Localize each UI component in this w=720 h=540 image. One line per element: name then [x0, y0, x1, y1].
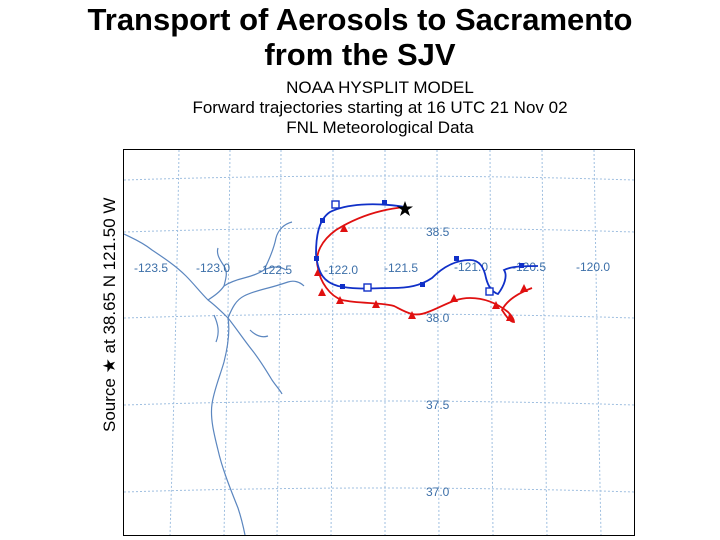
blue-trajectory — [314, 200, 539, 296]
meridian-line — [169, 150, 180, 535]
parallel-line — [124, 400, 634, 406]
latitude-label: 38.5 — [426, 225, 450, 239]
slide-title-line-2: from the SJV — [264, 37, 456, 72]
latitude-label: 37.0 — [426, 485, 450, 499]
model-header: NOAA HYSPLIT MODEL Forward trajectories … — [160, 78, 600, 138]
triangle-marker — [450, 294, 458, 302]
red-trajectory — [314, 206, 533, 323]
triangle-marker — [520, 284, 528, 292]
meridian-line — [489, 150, 494, 535]
square-marker — [519, 263, 524, 268]
meridian-line — [593, 150, 602, 535]
square-marker — [331, 200, 340, 209]
source-star-icon — [397, 201, 413, 216]
meridian-line — [436, 150, 440, 535]
meridian-line — [276, 150, 282, 535]
coastline — [124, 221, 305, 535]
square-marker — [454, 256, 459, 261]
longitude-label: -120.0 — [576, 260, 610, 274]
triangle-marker — [408, 311, 416, 319]
longitude-label: -122.5 — [258, 263, 292, 277]
slide-title-line-1: Transport of Aerosols to Sacramento — [87, 2, 633, 37]
parallel-line — [124, 227, 634, 233]
parallel-line — [124, 175, 634, 181]
square-marker — [485, 287, 494, 296]
graticule — [124, 150, 634, 535]
longitude-label: -121.5 — [384, 261, 418, 275]
triangle-marker — [318, 288, 326, 296]
longitude-labels: -123.5 -123.0 -122.5 -122.0 -121.5 -121.… — [134, 260, 610, 277]
square-marker — [340, 284, 345, 289]
triangle-marker — [336, 296, 344, 304]
triangle-marker — [492, 301, 500, 309]
longitude-label: -123.0 — [196, 261, 230, 275]
triangle-marker — [340, 224, 348, 232]
longitude-label: -122.0 — [324, 263, 358, 277]
latitude-label: 37.5 — [426, 398, 450, 412]
square-marker — [420, 282, 425, 287]
meridian-line — [541, 150, 548, 535]
model-name: NOAA HYSPLIT MODEL — [286, 78, 474, 97]
longitude-label: -123.5 — [134, 261, 168, 275]
square-marker — [314, 256, 319, 261]
trajectory-description: Forward trajectories starting at 16 UTC … — [192, 98, 568, 117]
square-marker — [363, 283, 372, 292]
triangle-marker — [314, 268, 322, 276]
meteorological-data-label: FNL Meteorological Data — [286, 118, 474, 137]
meridian-line — [223, 150, 231, 535]
square-marker — [320, 218, 325, 223]
triangle-marker — [372, 300, 380, 308]
parallel-line — [124, 487, 634, 493]
slide-title: Transport of Aerosols to Sacramento from… — [0, 2, 720, 72]
map-canvas: -123.5 -123.0 -122.5 -122.0 -121.5 -121.… — [124, 150, 634, 535]
triangle-marker — [506, 313, 514, 321]
latitude-label: 38.0 — [426, 311, 450, 325]
meridian-line — [330, 150, 334, 535]
latitude-labels: 38.5 38.0 37.5 37.0 — [426, 225, 450, 499]
square-marker — [382, 200, 387, 205]
source-location-label: Source ★ at 38.65 N 121.50 W — [100, 197, 119, 432]
trajectory-map: -123.5 -123.0 -122.5 -122.0 -121.5 -121.… — [123, 149, 635, 536]
parallel-line — [124, 313, 634, 319]
